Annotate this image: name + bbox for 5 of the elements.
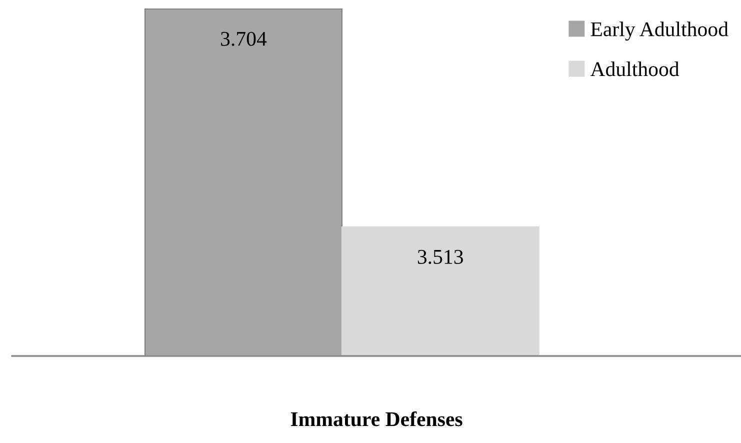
data-label: 3.704 — [221, 32, 267, 46]
data-label: 3.513 — [418, 250, 463, 264]
x-axis-title: Immature Defenses — [290, 411, 462, 426]
legend-label: Early Adulthood — [590, 22, 728, 41]
legend-label: Adulthood — [590, 62, 680, 76]
